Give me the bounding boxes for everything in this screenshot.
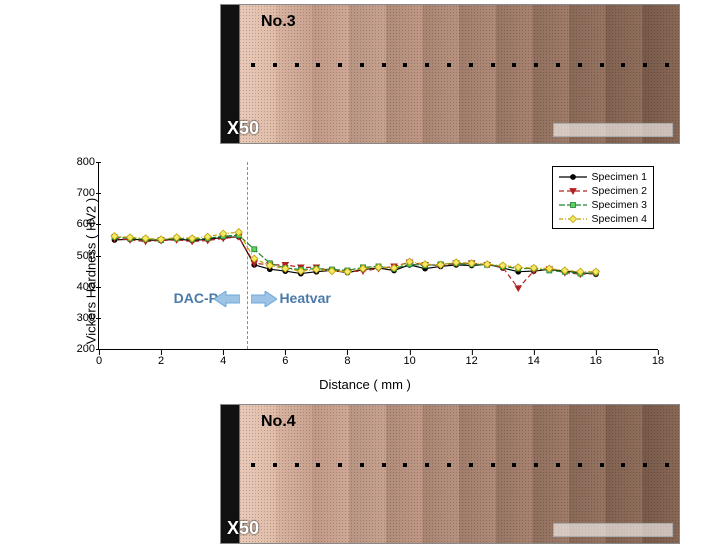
micrograph-bottom: No.4 X50 bbox=[220, 404, 680, 544]
legend-row: Specimen 4 bbox=[559, 212, 647, 226]
xtick: 16 bbox=[590, 355, 602, 367]
legend-swatch bbox=[559, 171, 587, 183]
ytick: 800 bbox=[61, 156, 95, 168]
hardness-chart: Vickers Hardness ( HV2 ) 200 300 400 500… bbox=[40, 152, 690, 390]
legend-row: Specimen 2 bbox=[559, 184, 647, 198]
xtick: 10 bbox=[403, 355, 415, 367]
micrograph-top-mag: X50 bbox=[227, 118, 259, 139]
legend-label: Specimen 2 bbox=[592, 185, 647, 197]
ytick: 500 bbox=[61, 250, 95, 262]
x-axis-label: Distance ( mm ) bbox=[319, 377, 411, 392]
legend-swatch bbox=[559, 185, 587, 197]
ytick: 700 bbox=[61, 187, 95, 199]
xtick: 8 bbox=[344, 355, 350, 367]
legend: Specimen 1 Specimen 2 Specimen 3 Specime… bbox=[552, 166, 654, 229]
legend-label: Specimen 1 bbox=[592, 171, 647, 183]
micrograph-bottom-label: No.4 bbox=[261, 413, 296, 431]
scalebar bbox=[553, 523, 673, 537]
xtick: 0 bbox=[96, 355, 102, 367]
legend-swatch bbox=[559, 213, 587, 225]
xtick: 12 bbox=[466, 355, 478, 367]
xtick: 4 bbox=[220, 355, 226, 367]
scalebar bbox=[553, 123, 673, 137]
plot-area: 200 300 400 500 600 700 800 0 2 4 6 8 10… bbox=[98, 162, 658, 350]
legend-row: Specimen 1 bbox=[559, 170, 647, 184]
ytick: 600 bbox=[61, 218, 95, 230]
xtick: 6 bbox=[282, 355, 288, 367]
legend-label: Specimen 3 bbox=[592, 199, 647, 211]
micrograph-top: No.3 X50 bbox=[220, 4, 680, 144]
micrograph-bottom-mag: X50 bbox=[227, 518, 259, 539]
legend-swatch bbox=[559, 199, 587, 211]
ytick: 200 bbox=[61, 343, 95, 355]
xtick: 18 bbox=[652, 355, 664, 367]
micrograph-top-label: No.3 bbox=[261, 13, 296, 31]
ytick: 400 bbox=[61, 281, 95, 293]
legend-label: Specimen 4 bbox=[592, 213, 647, 225]
indent-marks bbox=[251, 463, 669, 471]
ytick: 300 bbox=[61, 312, 95, 324]
indent-marks bbox=[251, 63, 669, 71]
legend-row: Specimen 3 bbox=[559, 198, 647, 212]
xtick: 14 bbox=[528, 355, 540, 367]
xtick: 2 bbox=[158, 355, 164, 367]
